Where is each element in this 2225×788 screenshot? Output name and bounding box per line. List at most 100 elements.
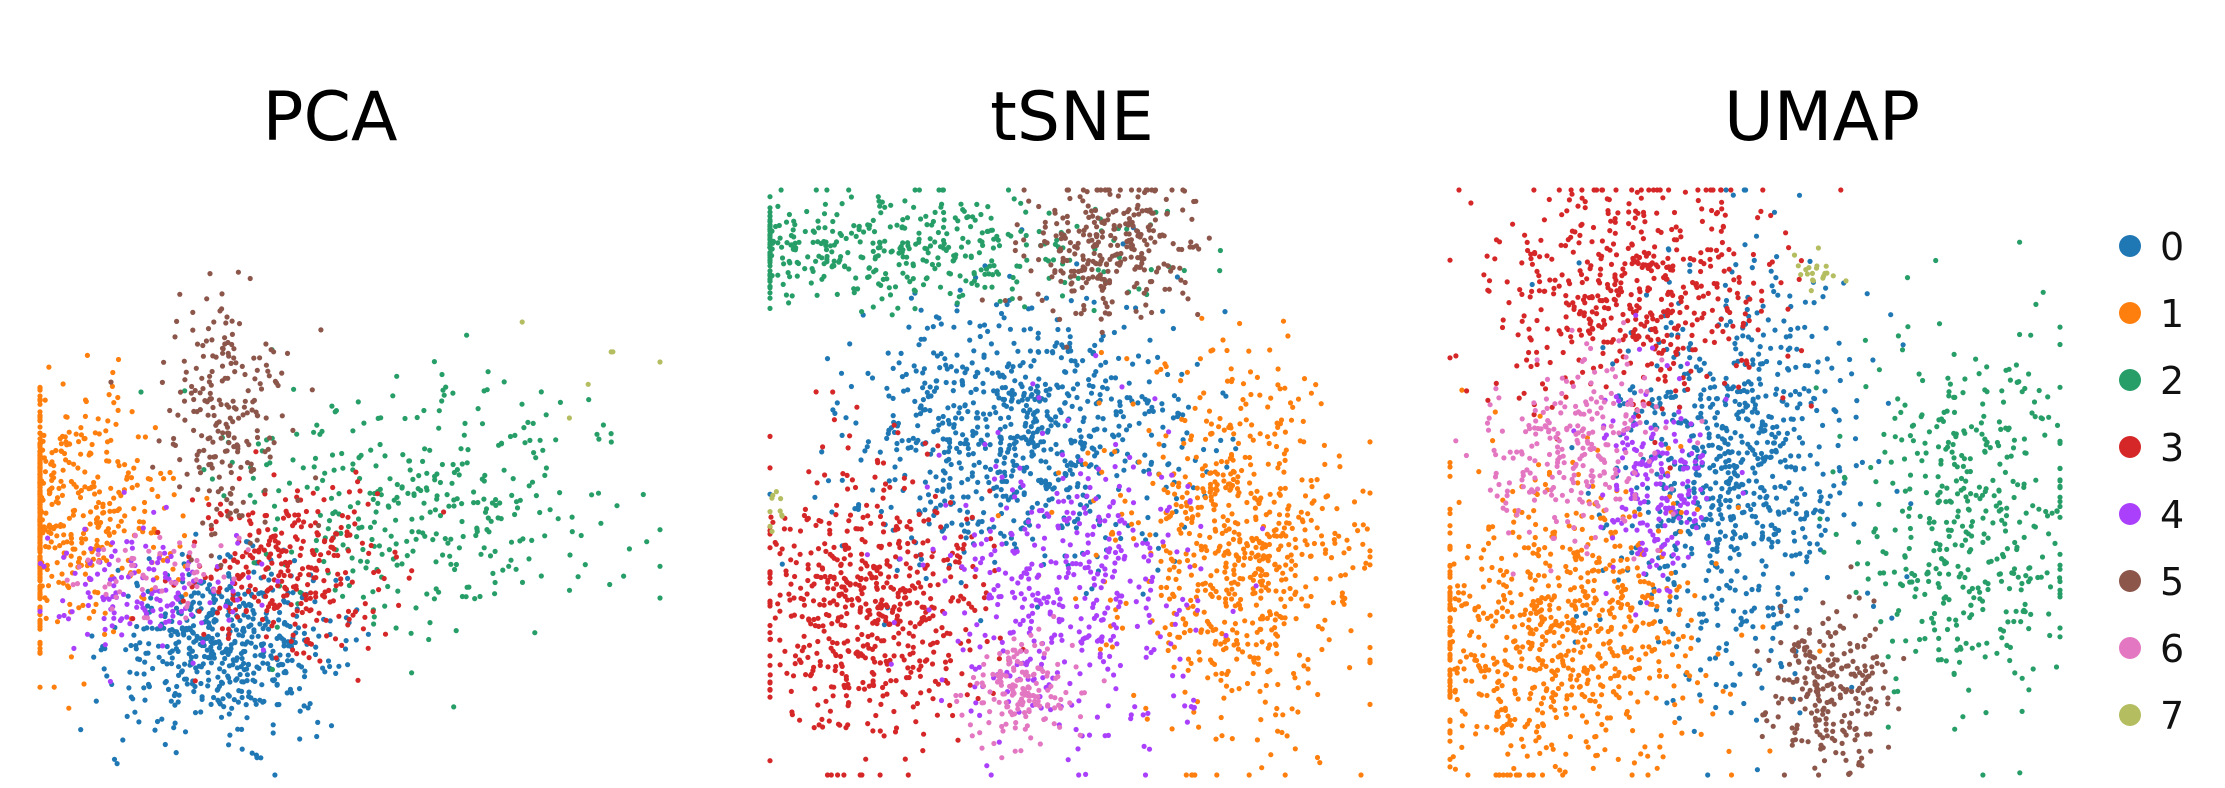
point-cluster-1 [1250, 577, 1256, 583]
point-cluster-0 [208, 660, 214, 666]
point-cluster-5 [220, 430, 226, 436]
point-cluster-0 [1091, 299, 1097, 305]
point-cluster-3 [822, 472, 828, 478]
point-cluster-3 [964, 516, 970, 522]
point-cluster-5 [208, 553, 214, 559]
point-cluster-1 [136, 525, 142, 532]
point-cluster-1 [1226, 502, 1232, 508]
point-cluster-3 [303, 606, 309, 612]
point-cluster-2 [976, 250, 983, 256]
point-cluster-1 [1330, 600, 1336, 606]
point-cluster-0 [834, 400, 840, 406]
point-cluster-5 [226, 353, 232, 359]
point-cluster-5 [209, 337, 215, 343]
point-cluster-5 [159, 379, 165, 385]
point-cluster-1 [67, 601, 73, 608]
point-cluster-3 [831, 574, 837, 580]
point-cluster-0 [133, 646, 139, 652]
point-cluster-0 [168, 632, 174, 639]
point-cluster-1 [1303, 584, 1309, 590]
point-cluster-2 [1009, 296, 1015, 302]
point-cluster-2 [404, 538, 410, 544]
point-cluster-2 [354, 534, 360, 540]
point-cluster-3 [788, 581, 794, 587]
point-cluster-3 [815, 615, 821, 621]
point-cluster-0 [1038, 458, 1044, 464]
point-cluster-4 [177, 620, 183, 626]
point-cluster-4 [199, 620, 205, 626]
point-cluster-0 [1011, 340, 1017, 346]
point-cluster-0 [947, 475, 953, 482]
pca-points [37, 269, 663, 778]
point-cluster-5 [254, 537, 260, 543]
point-cluster-3 [835, 772, 841, 778]
point-cluster-4 [939, 677, 945, 683]
point-cluster-3 [854, 404, 860, 410]
point-cluster-3 [912, 585, 918, 591]
point-cluster-2 [361, 420, 367, 426]
point-cluster-1 [1282, 772, 1288, 778]
point-cluster-0 [281, 643, 287, 649]
point-cluster-3 [871, 682, 877, 689]
point-cluster-0 [244, 715, 250, 721]
point-cluster-0 [1034, 383, 1040, 389]
point-cluster-2 [1136, 286, 1142, 292]
point-cluster-4 [961, 566, 967, 572]
point-cluster-2 [902, 198, 908, 204]
point-cluster-4 [1054, 587, 1060, 593]
point-cluster-0 [231, 697, 237, 703]
point-cluster-3 [905, 665, 911, 671]
point-cluster-1 [1302, 538, 1308, 544]
point-cluster-0 [214, 632, 221, 638]
point-cluster-4 [993, 614, 1000, 620]
point-cluster-1 [1158, 592, 1164, 599]
point-cluster-3 [805, 515, 812, 522]
point-cluster-2 [889, 312, 895, 318]
point-cluster-0 [287, 686, 293, 693]
point-cluster-0 [315, 719, 321, 726]
point-cluster-2 [923, 213, 929, 219]
point-cluster-3 [892, 729, 899, 735]
point-cluster-5 [196, 448, 202, 454]
point-cluster-0 [244, 672, 250, 678]
point-cluster-4 [1036, 508, 1043, 514]
point-cluster-2 [286, 480, 293, 486]
point-cluster-3 [953, 559, 959, 565]
point-cluster-2 [371, 621, 377, 627]
point-cluster-0 [208, 701, 214, 708]
point-cluster-4 [170, 613, 176, 619]
point-cluster-2 [878, 210, 884, 216]
point-cluster-2 [441, 392, 447, 398]
point-cluster-0 [967, 320, 973, 326]
point-cluster-3 [811, 725, 817, 731]
point-cluster-4 [158, 606, 164, 612]
point-cluster-1 [1184, 557, 1191, 564]
point-cluster-3 [896, 630, 902, 636]
point-cluster-0 [233, 627, 239, 633]
point-cluster-0 [172, 720, 178, 726]
point-cluster-1 [1202, 436, 1209, 442]
point-cluster-5 [229, 485, 236, 491]
point-cluster-5 [248, 468, 254, 474]
point-cluster-0 [221, 669, 227, 675]
point-cluster-1 [1225, 517, 1231, 524]
point-cluster-4 [56, 614, 62, 620]
point-cluster-4 [109, 540, 116, 546]
point-cluster-1 [1267, 347, 1273, 353]
point-cluster-1 [131, 506, 137, 512]
point-cluster-2 [906, 246, 912, 252]
point-cluster-0 [205, 633, 211, 640]
point-cluster-0 [206, 582, 213, 588]
point-cluster-2 [1011, 196, 1017, 202]
point-cluster-2 [557, 490, 563, 496]
point-cluster-2 [900, 217, 906, 223]
point-cluster-0 [130, 696, 136, 702]
point-cluster-3 [880, 693, 886, 699]
point-cluster-1 [1305, 666, 1311, 672]
point-cluster-5 [231, 435, 237, 441]
point-cluster-0 [188, 654, 195, 661]
point-cluster-2 [907, 279, 913, 285]
point-cluster-2 [834, 291, 840, 297]
point-cluster-4 [107, 678, 113, 685]
point-cluster-2 [410, 476, 416, 482]
